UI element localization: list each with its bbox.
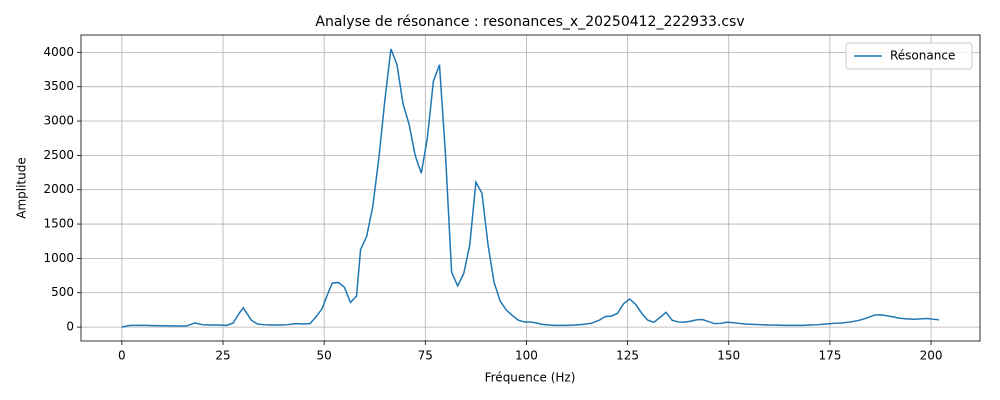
x-tick-label: 175 [818,349,841,363]
y-tick-label: 2500 [43,148,74,162]
y-tick-label: 500 [51,285,74,299]
chart-title: Analyse de résonance : resonances_x_2025… [315,14,744,30]
y-tick-label: 3000 [43,114,74,128]
legend-box [845,42,973,70]
y-tick-label: 3500 [43,79,74,93]
x-tick-label: 0 [118,349,126,363]
x-tick-label: 150 [717,349,740,363]
plot-frame [80,34,981,342]
legend-label: Résonance [890,49,955,63]
y-axis-label: Amplitude [15,157,29,219]
y-tick-label: 4000 [43,45,74,59]
y-tick-label: 2000 [43,182,74,196]
x-tick-label: 50 [317,349,332,363]
x-axis-label: Fréquence (Hz) [485,371,576,385]
y-tick-label: 0 [66,320,74,334]
line-series [121,48,940,328]
x-tick-label: 75 [418,349,433,363]
x-tick-label: 200 [920,349,943,363]
y-tick-label: 1500 [43,217,74,231]
x-tick-label: 100 [515,349,538,363]
x-tick-label: 25 [215,349,230,363]
y-tick-label: 1000 [43,251,74,265]
x-tick-label: 125 [616,349,639,363]
